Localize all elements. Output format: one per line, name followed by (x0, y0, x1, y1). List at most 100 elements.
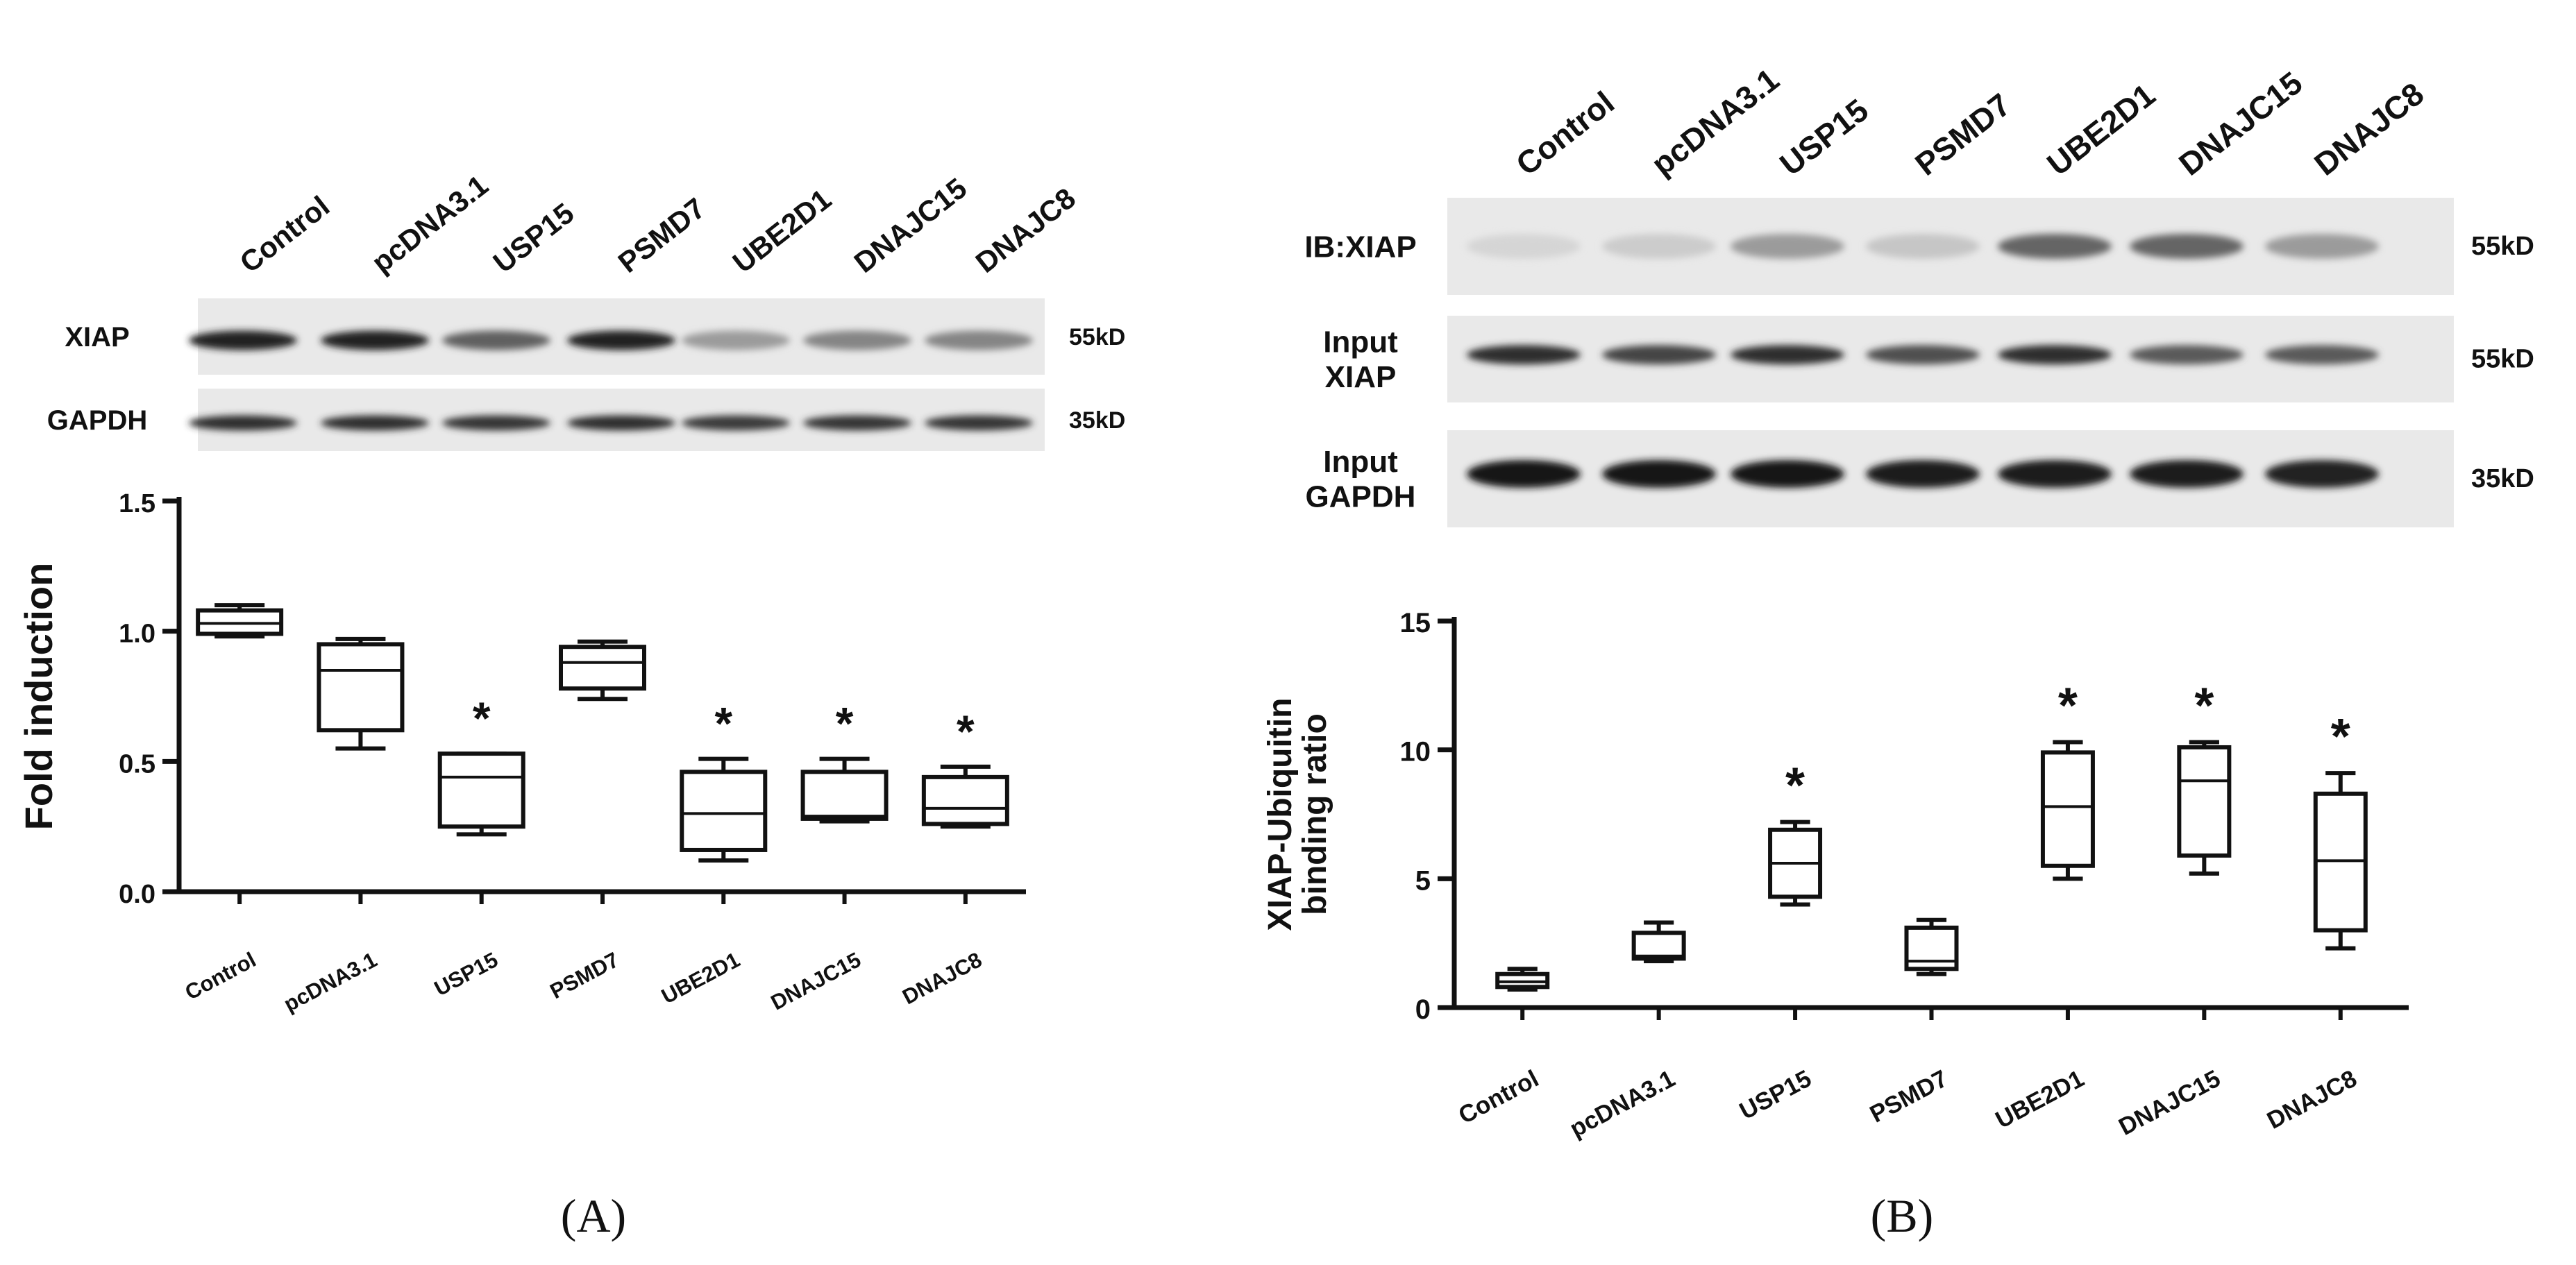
blot-band (1731, 234, 1844, 259)
blot-band (925, 330, 1033, 350)
blot-band (1866, 345, 1980, 365)
box (1631, 931, 1686, 961)
x-tick-label: pcDNA3.1 (1565, 1065, 1679, 1143)
significance-star: * (473, 693, 491, 744)
blot-band (1866, 460, 1980, 488)
lane-label: USP15 (487, 196, 580, 279)
x-tick-label: DNAJC15 (2114, 1065, 2225, 1141)
blot-band (2265, 460, 2379, 488)
y-tick-label: 0.0 (119, 880, 155, 909)
significance-star: * (2058, 679, 2078, 734)
lane-label: Control (234, 189, 336, 279)
x-tick-label: DNAJC8 (2263, 1065, 2362, 1135)
blot-band (1602, 345, 1716, 365)
blot-band (1467, 460, 1581, 488)
blot-band (1998, 234, 2112, 259)
lane-label: DNAJC8 (2307, 76, 2430, 182)
x-tick-label: UBE2D1 (657, 947, 743, 1008)
blot-band (189, 415, 297, 431)
molecular-weight-label: 35kD (2471, 464, 2534, 493)
lane-label: DNAJC8 (970, 182, 1081, 279)
blot-band (682, 330, 790, 350)
box (317, 642, 405, 733)
box (921, 774, 1009, 826)
lane-label: Control (1509, 84, 1621, 182)
blot-band (2265, 234, 2379, 259)
molecular-weight-label: 55kD (2471, 345, 2534, 374)
blot-band (1602, 234, 1716, 259)
molecular-weight-label: 55kD (1069, 324, 1125, 350)
blot-band (1602, 460, 1716, 488)
significance-star: * (1785, 758, 1805, 814)
x-tick-label: DNAJC15 (767, 947, 865, 1014)
blot-band (1467, 234, 1581, 259)
box (1904, 925, 1959, 971)
blot-band (1467, 345, 1581, 365)
blot-band (925, 415, 1033, 431)
y-tick-label: 1.5 (119, 489, 155, 518)
molecular-weight-label: 35kD (1069, 407, 1125, 434)
blot-band (2265, 345, 2379, 365)
y-axis-label: XIAP-Ubiquitinbinding ratio (1262, 698, 1333, 931)
lane-label: PSMD7 (612, 192, 712, 279)
blot-band (567, 330, 675, 350)
y-tick-label: 5 (1415, 865, 1431, 896)
box (2177, 745, 2232, 858)
blot-band (442, 330, 550, 350)
blot-row-label: Input GAPDH (1306, 445, 1416, 514)
blot-band (803, 415, 911, 431)
blot-band (567, 415, 675, 431)
blot-band (803, 330, 911, 350)
molecular-weight-label: 55kD (2471, 232, 2534, 261)
blot-band (1731, 345, 1844, 365)
lane-label: UBE2D1 (2040, 76, 2162, 182)
lane-label: pcDNA3.1 (366, 169, 494, 279)
significance-star: * (2194, 679, 2214, 734)
box (800, 770, 889, 821)
blot-band (1998, 460, 2112, 488)
lane-label: DNAJC15 (2172, 65, 2309, 182)
blot-band (2130, 345, 2244, 365)
blot-band (321, 330, 429, 350)
significance-star: * (2331, 709, 2350, 765)
blot-band (1998, 345, 2112, 365)
lane-label: UBE2D1 (727, 182, 838, 279)
x-tick-label: USP15 (430, 947, 502, 1001)
blot-row-label: XIAP (65, 322, 129, 353)
lane-label: DNAJC15 (848, 171, 973, 279)
lane-label: pcDNA3.1 (1644, 61, 1785, 182)
significance-star: * (836, 698, 854, 749)
y-tick-label: 10 (1400, 737, 1431, 767)
box (559, 645, 646, 691)
y-axis-label: Fold induction (17, 563, 60, 831)
y-tick-label: 1.0 (119, 620, 155, 649)
blot-band (2130, 460, 2244, 488)
blot-row-label: GAPDH (47, 405, 147, 436)
lane-label: PSMD7 (1908, 86, 2017, 182)
x-tick-label: Control (1454, 1065, 1543, 1130)
panel-label-b: (B) (1871, 1189, 1934, 1242)
significance-star: * (714, 698, 732, 749)
blot-band (1866, 234, 1980, 259)
box (2040, 750, 2095, 868)
x-tick-label: Control (181, 947, 260, 1005)
blot-band (321, 415, 429, 431)
x-tick-label: PSMD7 (1865, 1065, 1952, 1128)
blot-band (189, 330, 297, 350)
y-tick-label: 15 (1400, 608, 1431, 638)
blot-row-label: IB:XIAP (1304, 230, 1416, 264)
blot-row-label: Input XIAP (1323, 325, 1398, 395)
blot-band (1731, 460, 1844, 488)
x-tick-label: PSMD7 (546, 947, 623, 1003)
lane-label: USP15 (1773, 92, 1875, 182)
x-tick-label: UBE2D1 (1991, 1065, 2088, 1134)
y-tick-label: 0 (1415, 994, 1431, 1025)
y-tick-label: 0.5 (119, 749, 155, 779)
panel-label-a: (A) (561, 1189, 626, 1242)
blot-band (442, 415, 550, 431)
x-tick-label: DNAJC8 (898, 947, 986, 1009)
box (680, 770, 768, 852)
